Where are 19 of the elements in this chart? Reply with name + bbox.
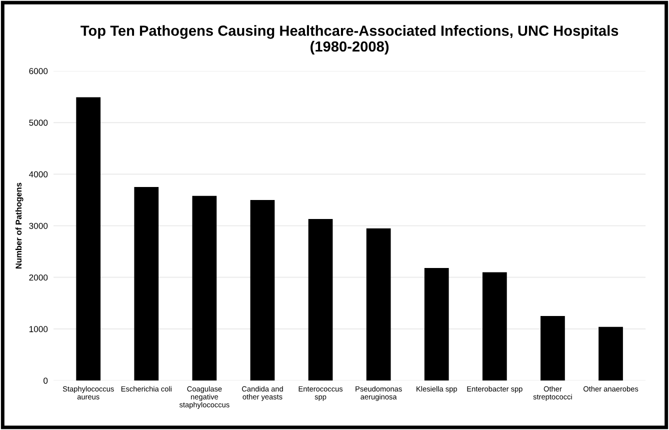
y-tick-label: 1000: [29, 326, 48, 332]
y-tick-label: 0: [44, 378, 48, 384]
bar: [134, 187, 159, 381]
bar: [540, 316, 565, 381]
bar: [598, 326, 623, 381]
y-tick-label: 6000: [29, 68, 48, 74]
bar: [308, 219, 333, 381]
bar: [192, 196, 217, 381]
y-axis-title: Number of Pathogens: [15, 182, 24, 268]
chart-title: Top Ten Pathogens Causing Healthcare-Associated Infections, UNC Hospitals (1980-2008): [80, 25, 618, 55]
bar: [250, 200, 275, 381]
y-tick-label: 4000: [29, 171, 48, 178]
bar: [366, 228, 391, 381]
bar: [76, 97, 101, 381]
bar: [482, 272, 507, 381]
y-tick-label: 3000: [29, 222, 48, 229]
y-tick-label: 2000: [29, 274, 48, 281]
y-tick-label: 5000: [29, 120, 48, 126]
bar: [424, 268, 449, 381]
